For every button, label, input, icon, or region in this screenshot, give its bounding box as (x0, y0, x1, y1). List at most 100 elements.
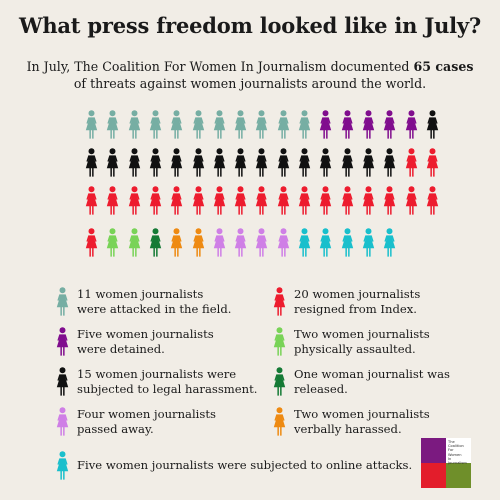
woman-figure-icon (105, 228, 120, 258)
legend-line: One woman journalist was (294, 367, 450, 381)
woman-figure-icon (105, 110, 120, 140)
woman-figure-icon (404, 186, 419, 216)
woman-figure-icon (254, 148, 269, 178)
logo-square-purple (421, 438, 446, 463)
woman-figure-icon (361, 148, 376, 178)
legend-text: Two women journalists physically assaulte… (294, 327, 430, 356)
logo-square-red (421, 463, 446, 488)
woman-figure-icon (297, 228, 312, 258)
woman-figure-icon (404, 110, 419, 140)
woman-figure-icon (191, 110, 206, 140)
logo-text: The Coalition For Women In Journalism (448, 440, 470, 465)
woman-figure-icon (55, 367, 70, 397)
legend-text: Two women journalists verbally harassed. (294, 407, 430, 436)
legend-text: Five women journalists were detained. (77, 327, 214, 356)
woman-figure-icon (55, 287, 70, 317)
legend-line: physically assaulted. (294, 341, 416, 356)
woman-figure-icon (127, 186, 142, 216)
woman-figure-icon (212, 228, 227, 258)
woman-figure-icon (148, 186, 163, 216)
woman-figure-icon (340, 186, 355, 216)
legend-line: Two women journalists (294, 407, 430, 421)
woman-figure-icon (55, 407, 70, 437)
woman-figure-icon (318, 228, 333, 258)
woman-figure-icon (148, 148, 163, 178)
woman-figure-icon (318, 110, 333, 140)
logo-text-line: Women (448, 452, 462, 457)
legend-line: passed away. (77, 421, 154, 436)
logo-square-white (446, 438, 471, 463)
intro-line-1: In July, The Coalition For Women In Jour… (0, 58, 500, 75)
case-count: 65 cases (413, 59, 474, 74)
woman-figure-icon (105, 186, 120, 216)
woman-figure-icon (382, 186, 397, 216)
woman-figure-icon (318, 186, 333, 216)
legend-text: Four women journalists passed away. (77, 407, 216, 436)
legend-line: resigned from Index. (294, 301, 417, 316)
woman-figure-icon (382, 148, 397, 178)
woman-figure-icon (55, 327, 70, 357)
woman-figure-icon (276, 148, 291, 178)
woman-figure-icon (127, 110, 142, 140)
woman-figure-icon (254, 110, 269, 140)
woman-figure-icon (361, 228, 376, 258)
woman-figure-icon (212, 148, 227, 178)
legend-text: One woman journalist was released. (294, 367, 450, 396)
legend-text: Five women journalists were subjected to… (77, 458, 412, 473)
legend-line: 11 women journalists (77, 287, 204, 301)
logo-text-line: Coalition (448, 444, 464, 449)
logo-text-line: In (448, 456, 452, 461)
woman-figure-icon (297, 148, 312, 178)
woman-figure-icon (169, 186, 184, 216)
woman-figure-icon (272, 367, 287, 397)
woman-figure-icon (191, 186, 206, 216)
woman-figure-icon (425, 186, 440, 216)
woman-figure-icon (272, 287, 287, 317)
legend-text: 15 women journalists were subjected to le… (77, 367, 257, 396)
woman-figure-icon (425, 148, 440, 178)
woman-figure-icon (361, 186, 376, 216)
woman-figure-icon (276, 186, 291, 216)
woman-figure-icon (297, 110, 312, 140)
woman-figure-icon (148, 228, 163, 258)
legend-line: verbally harassed. (294, 421, 402, 436)
woman-figure-icon (105, 148, 120, 178)
woman-figure-icon (318, 148, 333, 178)
woman-figure-icon (84, 110, 99, 140)
logo-text-line: For (448, 448, 454, 453)
coalition-logo: The Coalition For Women In Journalism (421, 438, 471, 488)
intro-line-2: of threats against women journalists aro… (73, 76, 427, 91)
woman-figure-icon (272, 407, 287, 437)
woman-figure-icon (233, 186, 248, 216)
woman-figure-icon (212, 186, 227, 216)
legend-line: released. (294, 381, 348, 396)
logo-text-line: Journalism (448, 461, 467, 466)
page-title: What press freedom looked like in July? (18, 13, 482, 38)
legend-line: Five women journalists (77, 327, 214, 341)
woman-figure-icon (272, 327, 287, 357)
figure-grid (84, 110, 440, 258)
woman-figure-icon (84, 186, 99, 216)
woman-figure-icon (191, 228, 206, 258)
woman-figure-icon (169, 228, 184, 258)
woman-figure-icon (212, 110, 227, 140)
woman-figure-icon (340, 228, 355, 258)
legend-line: 15 women journalists were (77, 367, 237, 381)
woman-figure-icon (382, 228, 397, 258)
legend-line: were attacked in the field. (77, 301, 232, 316)
legend-line: Five women journalists were subjected to… (77, 458, 413, 472)
woman-figure-icon (55, 451, 70, 481)
intro-line-1-text: In July, The Coalition For Women In Jour… (26, 59, 414, 74)
woman-figure-icon (127, 148, 142, 178)
woman-figure-icon (169, 148, 184, 178)
legend-line: Four women journalists (77, 407, 216, 421)
woman-figure-icon (276, 228, 291, 258)
woman-figure-icon (297, 186, 312, 216)
intro-text: In July, The Coalition For Women In Jour… (0, 58, 500, 92)
legend-text: 20 women journalists resigned from Index. (294, 287, 420, 316)
woman-figure-icon (148, 110, 163, 140)
woman-figure-icon (340, 110, 355, 140)
woman-figure-icon (169, 110, 184, 140)
woman-figure-icon (233, 110, 248, 140)
woman-figure-icon (361, 110, 376, 140)
